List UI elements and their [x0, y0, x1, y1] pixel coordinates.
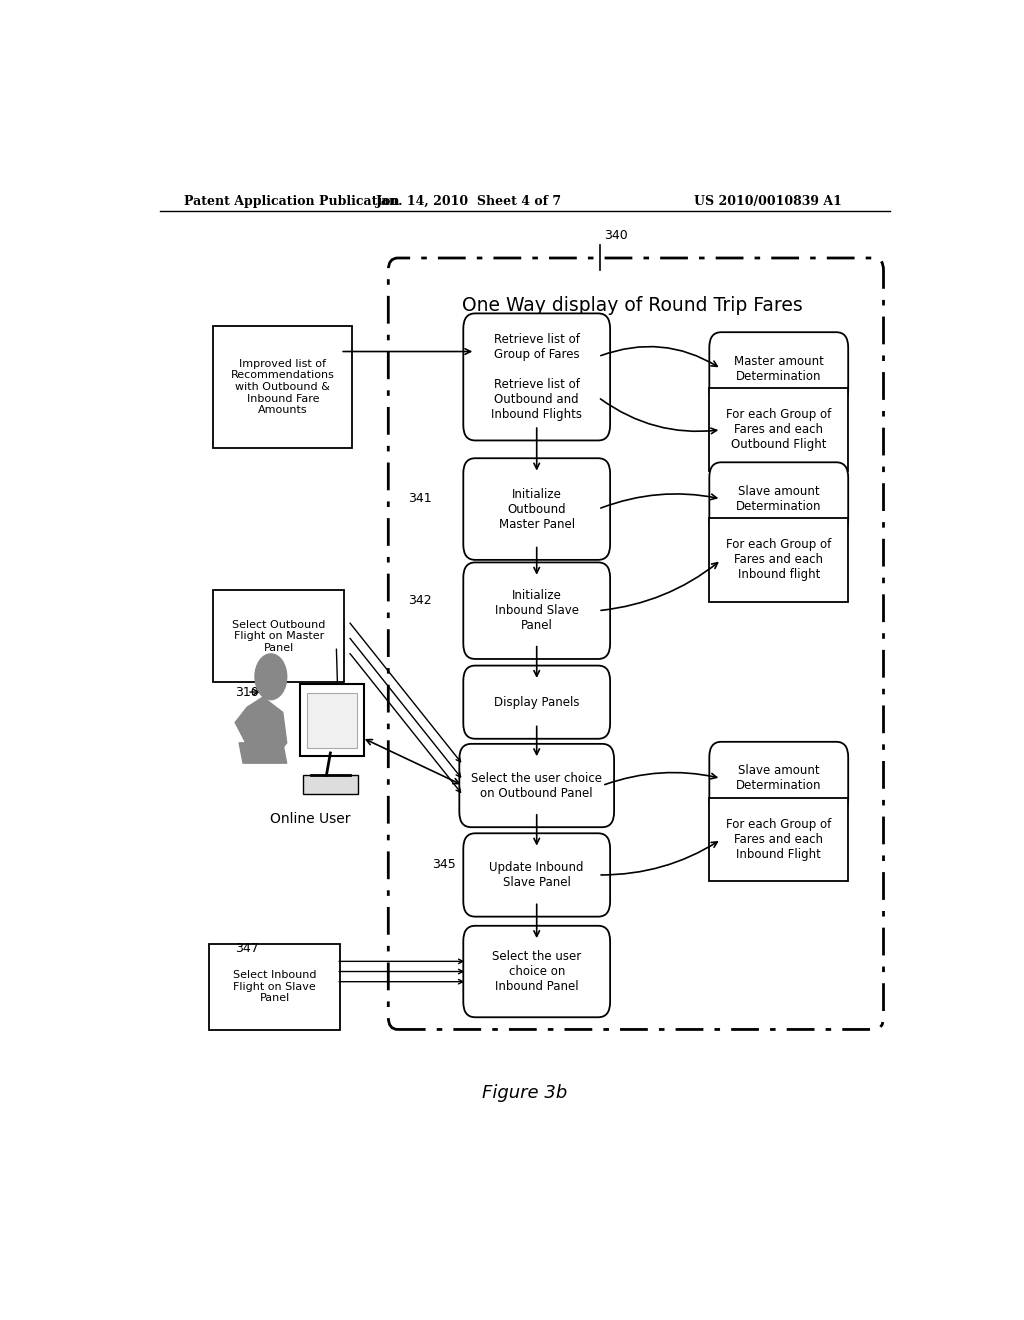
FancyBboxPatch shape	[710, 388, 848, 471]
Text: Jan. 14, 2010  Sheet 4 of 7: Jan. 14, 2010 Sheet 4 of 7	[376, 194, 562, 207]
FancyBboxPatch shape	[306, 693, 357, 748]
Text: One Way display of Round Trip Fares: One Way display of Round Trip Fares	[462, 296, 803, 315]
Text: 342: 342	[408, 594, 431, 607]
Text: Select Inbound
Flight on Slave
Panel: Select Inbound Flight on Slave Panel	[233, 970, 316, 1003]
Text: Online User: Online User	[270, 812, 351, 826]
FancyBboxPatch shape	[463, 833, 610, 916]
FancyBboxPatch shape	[463, 665, 610, 739]
FancyBboxPatch shape	[463, 313, 610, 441]
Text: Figure 3b: Figure 3b	[482, 1085, 567, 1102]
Text: Select the user
choice on
Inbound Panel: Select the user choice on Inbound Panel	[493, 950, 582, 993]
Text: Master amount
Determination: Master amount Determination	[734, 355, 823, 383]
FancyBboxPatch shape	[463, 458, 610, 560]
Polygon shape	[236, 697, 287, 758]
FancyBboxPatch shape	[209, 944, 340, 1030]
FancyBboxPatch shape	[300, 684, 365, 756]
FancyBboxPatch shape	[710, 333, 848, 405]
Text: Patent Application Publication: Patent Application Publication	[183, 194, 399, 207]
Text: For each Group of
Fares and each
Inbound Flight: For each Group of Fares and each Inbound…	[726, 818, 831, 861]
FancyBboxPatch shape	[463, 925, 610, 1018]
Text: 345: 345	[431, 858, 456, 871]
FancyBboxPatch shape	[710, 797, 848, 880]
FancyBboxPatch shape	[388, 257, 884, 1030]
FancyBboxPatch shape	[213, 326, 352, 447]
FancyBboxPatch shape	[463, 562, 610, 659]
FancyBboxPatch shape	[710, 742, 848, 814]
Text: US 2010/0010839 A1: US 2010/0010839 A1	[694, 194, 842, 207]
Text: Slave amount
Determination: Slave amount Determination	[736, 764, 821, 792]
Text: Retrieve list of
Group of Fares

Retrieve list of
Outbound and
Inbound Flights: Retrieve list of Group of Fares Retrieve…	[492, 333, 583, 421]
FancyBboxPatch shape	[710, 462, 848, 536]
FancyBboxPatch shape	[303, 775, 358, 793]
Text: 340: 340	[604, 228, 628, 242]
Text: 341: 341	[408, 492, 431, 506]
Text: Slave amount
Determination: Slave amount Determination	[736, 484, 821, 513]
Text: Select the user choice
on Outbound Panel: Select the user choice on Outbound Panel	[471, 771, 602, 800]
Text: 347: 347	[236, 941, 259, 954]
FancyBboxPatch shape	[213, 590, 344, 682]
FancyBboxPatch shape	[460, 744, 614, 828]
Text: 310: 310	[236, 685, 259, 698]
Text: Display Panels: Display Panels	[494, 696, 580, 709]
FancyBboxPatch shape	[710, 519, 848, 602]
Text: Initialize
Outbound
Master Panel: Initialize Outbound Master Panel	[499, 487, 574, 531]
Text: Initialize
Inbound Slave
Panel: Initialize Inbound Slave Panel	[495, 589, 579, 632]
Text: Select Outbound
Flight on Master
Panel: Select Outbound Flight on Master Panel	[232, 619, 326, 652]
Text: For each Group of
Fares and each
Inbound flight: For each Group of Fares and each Inbound…	[726, 539, 831, 581]
Text: Improved list of
Recommendations
with Outbound &
Inbound Fare
Amounts: Improved list of Recommendations with Ou…	[230, 359, 335, 416]
Text: Update Inbound
Slave Panel: Update Inbound Slave Panel	[489, 861, 584, 888]
Ellipse shape	[255, 653, 287, 700]
Polygon shape	[240, 743, 287, 763]
Text: For each Group of
Fares and each
Outbound Flight: For each Group of Fares and each Outboun…	[726, 408, 831, 451]
